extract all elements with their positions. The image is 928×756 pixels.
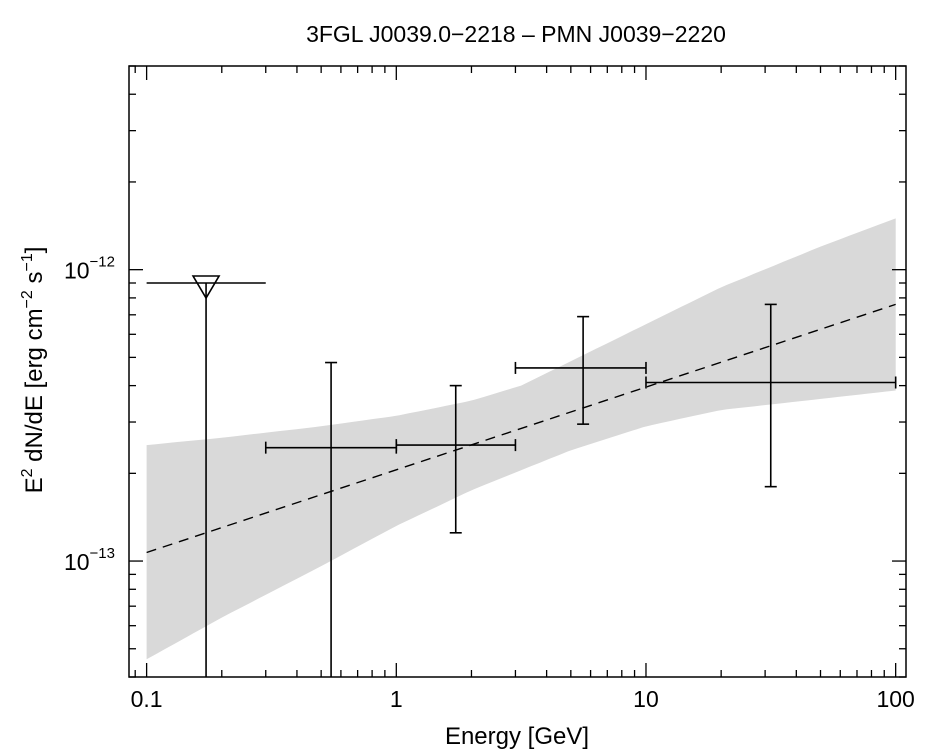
y-tick-exponent: −12 [90, 254, 115, 271]
y-label-base: E [21, 477, 48, 493]
y-tick-label: 10−13 [64, 545, 115, 575]
x-tick-label: 10 [633, 686, 659, 712]
x-tick-label: 0.1 [131, 686, 163, 712]
data-points-layer [146, 275, 897, 677]
model-line-layer [146, 303, 896, 554]
y-tick-label: 10−12 [64, 254, 115, 284]
y-label-mid-sup: −2 [19, 290, 36, 308]
data-point [645, 303, 897, 488]
upper-limit-triangle [191, 275, 221, 300]
plot-frame [128, 65, 907, 678]
y-label-base-sup: 2 [19, 468, 36, 477]
confidence-band-layer [146, 218, 896, 660]
y-tick-exponent: −13 [90, 545, 115, 562]
y-label-mid2-sup: −1 [19, 253, 36, 271]
data-point [395, 384, 517, 534]
y-tick-base: 10 [64, 258, 90, 284]
y-tick-base: 10 [64, 549, 90, 575]
data-point [264, 361, 398, 677]
x-tick-label: 100 [876, 686, 914, 712]
data-point [514, 315, 647, 425]
y-label-mid: dN/dE [erg cm [21, 308, 48, 468]
y-label-mid2: s [21, 272, 48, 291]
confidence-band [146, 218, 896, 660]
ticks-layer [129, 65, 906, 678]
y-label-end: ] [21, 247, 48, 254]
x-tick-label: 1 [390, 686, 403, 712]
x-axis-label: Energy [GeV] [445, 723, 589, 750]
chart-title: 3FGL J0039.0−2218 – PMN J0039−2220 [306, 21, 726, 47]
axes-layer [128, 65, 907, 678]
model-dashed-line [146, 303, 896, 554]
upper-limit [146, 275, 266, 677]
y-axis-label: E2 dN/dE [erg cm−2 s−1] [19, 247, 48, 494]
